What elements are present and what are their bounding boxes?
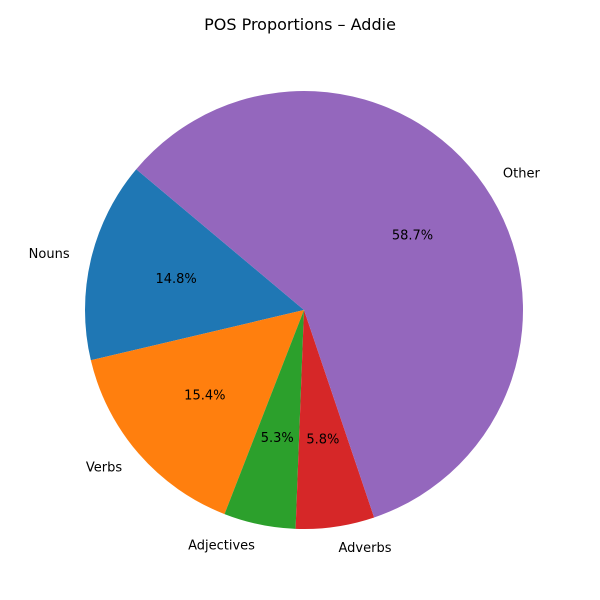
- pie-slice-adjectives: [224, 310, 304, 529]
- slice-percent-nouns: 14.8%: [155, 272, 196, 287]
- slice-percent-verbs: 15.4%: [184, 389, 225, 404]
- pie-labels: Nouns 14.8% Verbs 15.4% Adjectives 5.3% Adverb…: [29, 167, 541, 556]
- slice-percent-other: 58.7%: [392, 228, 433, 243]
- slice-label-adjectives: Adjectives: [188, 538, 255, 553]
- slice-percent-adjectives: 5.3%: [261, 431, 294, 446]
- chart-title: POS Proportions – Addie: [204, 15, 396, 34]
- pie-slice-verbs: [90, 310, 304, 515]
- pie-slices: [84, 91, 523, 529]
- slice-label-verbs: Verbs: [86, 461, 122, 476]
- pie-slice-adverbs: [295, 310, 375, 529]
- slice-label-other: Other: [503, 167, 541, 182]
- slice-percent-adverbs: 5.8%: [306, 433, 339, 448]
- slice-label-nouns: Nouns: [29, 247, 70, 262]
- pie-slice-nouns: [84, 169, 304, 361]
- slice-label-adverbs: Adverbs: [339, 541, 392, 556]
- pie-slice-other: [136, 91, 523, 518]
